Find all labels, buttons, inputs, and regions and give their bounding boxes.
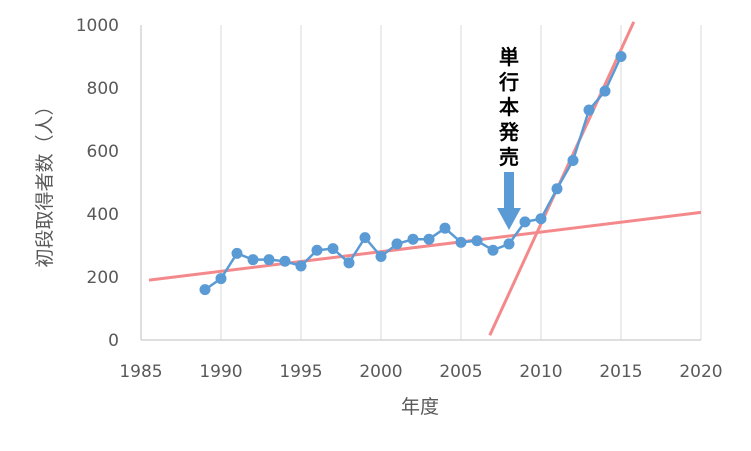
x-axis-title: 年度: [401, 396, 439, 418]
data-point-1997: [327, 243, 339, 255]
x-tick-label-1995: 1995: [279, 362, 322, 382]
annotation-char-5: 売: [499, 145, 519, 169]
data-point-1999: [359, 232, 371, 244]
annotation-arrow-shaft: [504, 172, 514, 208]
x-tick-label-1990: 1990: [199, 362, 242, 382]
trend-lines: [148, 21, 702, 336]
data-point-2001: [391, 238, 403, 250]
trend-line-1: [148, 210, 702, 282]
x-tick-label-1985: 1985: [119, 362, 162, 382]
data-point-2009: [519, 216, 531, 228]
data-point-2015: [615, 51, 627, 62]
data-point-1992: [247, 254, 259, 266]
y-tick-label-200: 200: [87, 268, 119, 288]
data-point-2007: [487, 244, 499, 256]
x-tick-label-2015: 2015: [599, 362, 642, 382]
axes: [140, 25, 701, 341]
data-point-2002: [407, 233, 419, 245]
data-point-1994: [279, 255, 291, 267]
data-point-2013: [583, 104, 595, 116]
x-tick-label-2005: 2005: [439, 362, 482, 382]
y-tick-label-600: 600: [87, 142, 119, 162]
annotation-char-4: 発: [498, 120, 520, 144]
tick-labels: 1985 1990 1995 2000 2005 2010 2015 2020 0 200 400 6…: [76, 16, 723, 382]
series: [199, 51, 627, 296]
data-point-2011: [551, 183, 563, 195]
annotation-arrow-head: [497, 208, 521, 230]
data-point-2003: [423, 233, 435, 245]
data-point-1989: [199, 284, 211, 296]
x-tick-label-2020: 2020: [679, 362, 722, 382]
y-tick-label-0: 0: [108, 331, 119, 351]
annotation-char-1: 単: [499, 45, 519, 69]
data-point-2000: [375, 251, 387, 263]
annotation-char-2: 行: [498, 70, 519, 94]
data-point-2005: [455, 236, 467, 248]
y-axis-title-group: 初段取得者数（人）: [34, 96, 56, 267]
y-tick-label-400: 400: [87, 205, 119, 225]
data-point-2006: [471, 235, 483, 247]
gridlines: [220, 25, 702, 340]
annotation-char-3: 本: [499, 95, 519, 119]
data-point-1995: [295, 260, 307, 272]
data-point-1998: [343, 257, 355, 269]
data-point-1991: [231, 247, 243, 259]
x-tick-label-2010: 2010: [519, 362, 562, 382]
data-point-2014: [599, 85, 611, 97]
data-point-1993: [263, 254, 275, 266]
y-axis-title: 初段取得者数（人）: [34, 96, 56, 267]
data-point-1990: [215, 273, 227, 285]
x-tick-label-2000: 2000: [359, 362, 402, 382]
data-point-1996: [311, 244, 323, 256]
y-tick-label-800: 800: [87, 79, 119, 99]
y-tick-label-1000: 1000: [76, 16, 119, 36]
data-point-2004: [439, 222, 451, 234]
data-point-2012: [567, 154, 579, 166]
data-point-2008: [503, 238, 515, 250]
data-point-2010: [535, 213, 547, 225]
